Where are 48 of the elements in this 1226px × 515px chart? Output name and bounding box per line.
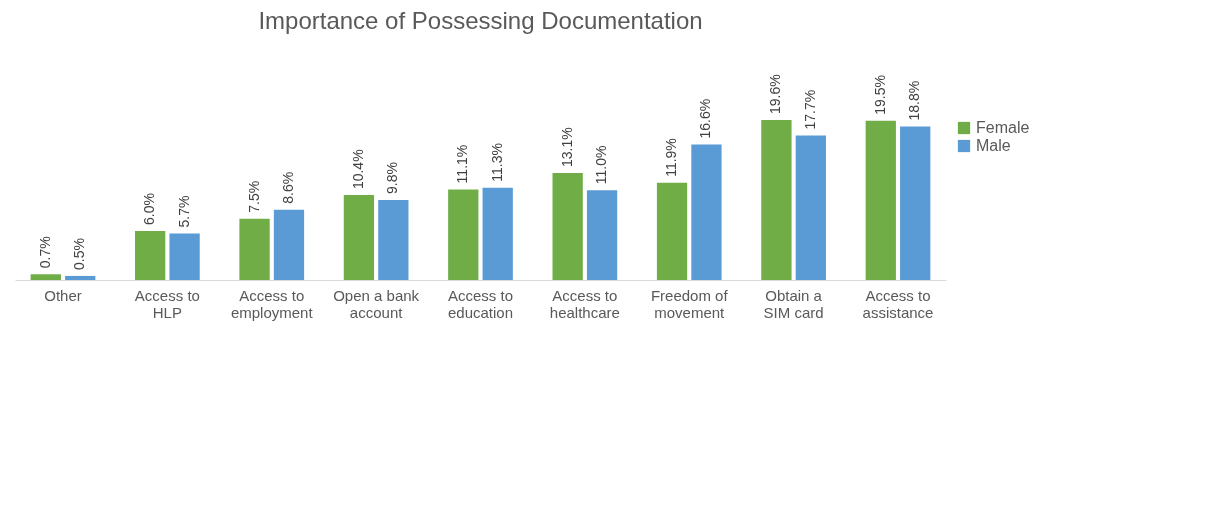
data-label: 16.6%	[697, 98, 714, 139]
bar	[656, 182, 688, 280]
data-label: 8.6%	[279, 171, 296, 204]
bar	[865, 120, 896, 280]
data-label: 9.8%	[384, 162, 401, 194]
bar	[482, 187, 513, 280]
bar	[795, 135, 826, 280]
x-tick-label: Access to HLP	[134, 286, 200, 321]
bar	[586, 190, 618, 280]
data-label: 19.6%	[767, 74, 784, 114]
bar	[169, 233, 200, 280]
bar	[343, 195, 375, 280]
data-label: 17.7%	[801, 89, 818, 130]
bar	[552, 173, 583, 280]
x-tick-label: Access to education	[447, 286, 514, 321]
bar	[691, 144, 722, 280]
bar	[448, 189, 479, 280]
x-tick-label: Freedom of movement	[650, 286, 729, 321]
bar	[239, 218, 270, 280]
x-tick-label: Open a bank account	[333, 286, 420, 321]
legend-label: Female	[976, 119, 1030, 136]
bar	[30, 274, 61, 280]
bar	[135, 231, 166, 280]
data-label: 10.4%	[349, 149, 366, 190]
data-label: 6.0%	[141, 193, 158, 226]
bar	[761, 120, 792, 280]
x-tick-label: Access to healthcare	[549, 286, 620, 321]
legend-label: Male	[976, 137, 1011, 154]
bar	[65, 275, 96, 280]
data-label: 19.5%	[871, 75, 888, 115]
bar	[900, 126, 931, 280]
bar	[378, 200, 409, 280]
data-label: 0.5%	[71, 238, 88, 270]
data-label: 7.5%	[245, 180, 262, 213]
x-tick-label: Access to employment	[230, 286, 314, 321]
data-label: 11.3%	[488, 143, 505, 182]
chart-title: Importance of Possessing Documentation	[258, 7, 703, 35]
x-tick-label: Access to assistance	[862, 286, 934, 321]
data-label: 5.7%	[175, 195, 192, 228]
bar	[273, 209, 305, 280]
data-label: 0.7%	[36, 236, 53, 269]
x-tick-label: Obtain a SIM card	[763, 286, 824, 321]
data-label: 18.8%	[906, 80, 923, 121]
data-label: 11.9%	[663, 138, 680, 177]
x-tick-label: Other	[44, 286, 82, 304]
data-label: 11.0%	[593, 145, 610, 185]
data-label: 13.1%	[558, 127, 575, 168]
data-label: 11.1%	[454, 144, 471, 184]
